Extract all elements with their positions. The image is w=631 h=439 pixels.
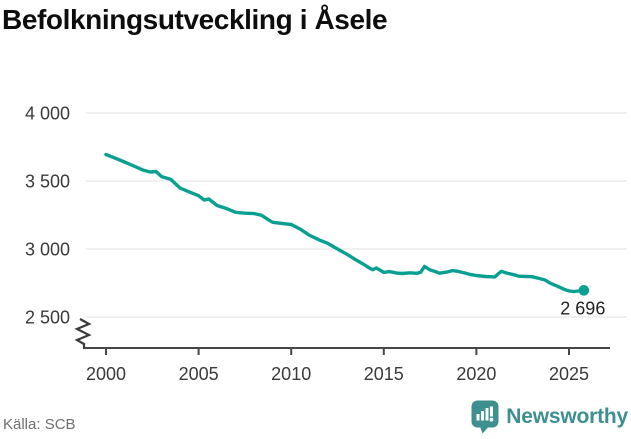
y-tick-label-4000: 4 000 [25,104,70,124]
latest-value-label: 2 696 [560,298,605,318]
latest-value-marker [578,285,590,296]
newsworthy-logo-icon [471,400,499,434]
population-line-chart: 4 000 3 500 3 000 2 500 2000 2005 2010 2015 2020… [25,104,627,384]
x-tick-label-2005: 2005 [179,364,219,384]
source-label: Källa: SCB [3,416,76,433]
y-axis-break-icon [74,318,92,348]
x-tick-label-2000: 2000 [86,364,126,384]
population-line [104,152,586,294]
newsworthy-logo-text: Newsworthy [506,405,628,428]
chart-title: Befolkningsutveckling i Åsele [2,4,388,35]
y-tick-label-3500: 3 500 [25,172,70,192]
y-tick-label-3000: 3 000 [25,240,70,260]
newsworthy-logo[interactable]: Newsworthy [471,400,628,434]
x-tick-label-2015: 2015 [364,364,404,384]
x-tick-label-2025: 2025 [549,364,589,384]
y-tick-label-2500: 2 500 [25,308,70,328]
x-tick-label-2020: 2020 [456,364,496,384]
x-tick-label-2010: 2010 [271,364,311,384]
